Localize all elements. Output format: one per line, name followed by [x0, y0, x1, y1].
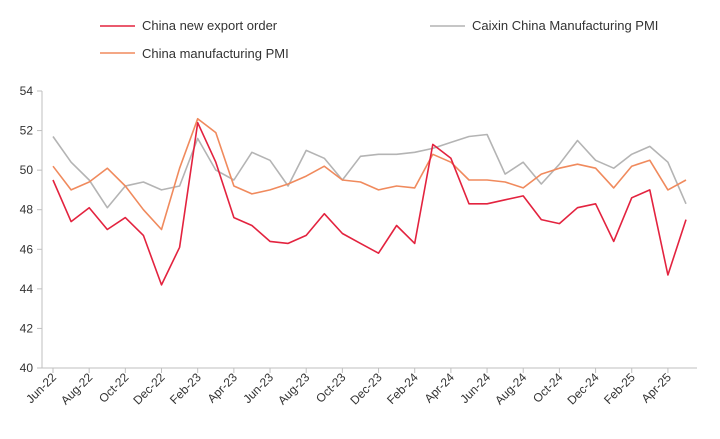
- x-tick-label-apr-24: Apr-24: [422, 370, 458, 406]
- x-tick-label-apr-25: Apr-25: [639, 370, 675, 406]
- y-tick-label-42: 42: [20, 321, 34, 335]
- y-tick-label-54: 54: [20, 84, 34, 98]
- series-line-china-new-export-order: [52, 121, 687, 286]
- x-tick-label-aug-24: Aug-24: [492, 370, 529, 407]
- y-tick-label-48: 48: [20, 203, 34, 217]
- y-ticks: 40 42 44 46 48 50 52 54: [20, 84, 42, 375]
- legend-label-china-manufacturing-pmi: China manufacturing PMI: [142, 46, 289, 61]
- x-tick-label-jun-22: Jun-22: [23, 370, 59, 406]
- legend-item-china-new-export-order: China new export order: [100, 18, 278, 33]
- x-tick-label-oct-23: Oct-23: [313, 370, 349, 406]
- legend-item-caixin-china-manufacturing-pmi: Caixin China Manufacturing PMI: [430, 18, 658, 33]
- x-tick-label-dec-22: Dec-22: [130, 370, 167, 407]
- legend-label-caixin-china-manufacturing-pmi: Caixin China Manufacturing PMI: [472, 18, 658, 33]
- x-tick-label-oct-24: Oct-24: [530, 370, 566, 406]
- x-tick-label-feb-23: Feb-23: [167, 370, 204, 407]
- y-tick-label-46: 46: [20, 242, 34, 256]
- x-tick-label-aug-23: Aug-23: [275, 370, 312, 407]
- y-tick-label-50: 50: [20, 163, 34, 177]
- x-tick-label-jun-23: Jun-23: [240, 370, 276, 406]
- series-line-caixin-china-manufacturing-pmi: [52, 133, 687, 209]
- series-line-china-manufacturing-pmi: [52, 117, 687, 231]
- series-lines: [52, 117, 687, 286]
- x-tick-label-feb-24: Feb-24: [384, 370, 421, 407]
- y-tick-label-40: 40: [20, 361, 34, 375]
- x-tick-label-oct-22: Oct-22: [96, 370, 132, 406]
- x-tick-label-jun-24: Jun-24: [457, 370, 493, 406]
- x-tick-label-dec-23: Dec-23: [347, 370, 384, 407]
- x-tick-label-feb-25: Feb-25: [601, 370, 638, 407]
- legend-item-china-manufacturing-pmi: China manufacturing PMI: [100, 46, 289, 61]
- y-tick-label-44: 44: [20, 282, 34, 296]
- axes: [41, 91, 697, 369]
- x-tick-label-dec-24: Dec-24: [564, 370, 601, 407]
- x-tick-label-aug-22: Aug-22: [58, 370, 95, 407]
- y-tick-label-52: 52: [20, 124, 34, 138]
- legend-label-china-new-export-order: China new export order: [142, 18, 278, 33]
- legend: China new export order Caixin China Manu…: [100, 18, 658, 61]
- x-tick-label-apr-23: Apr-23: [205, 370, 241, 406]
